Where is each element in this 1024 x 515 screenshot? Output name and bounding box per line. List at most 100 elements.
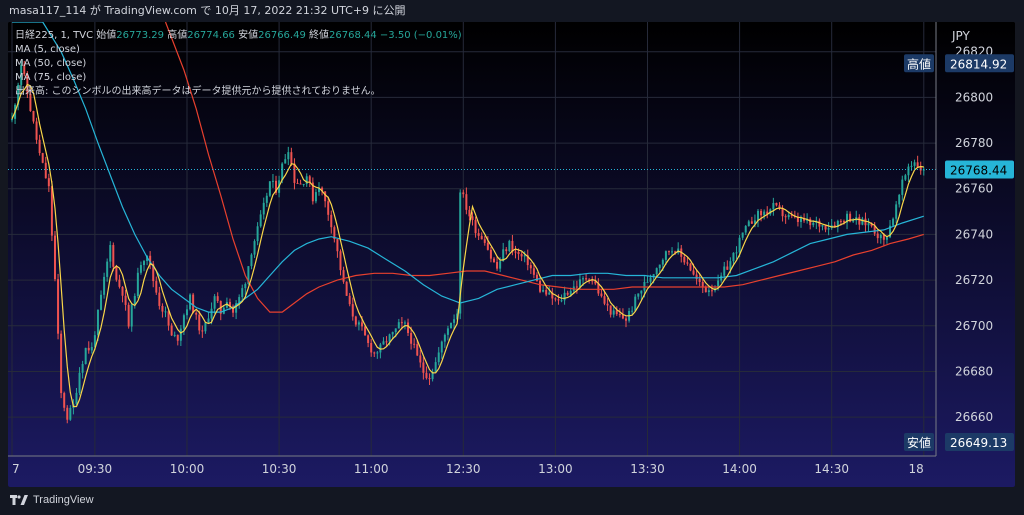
legend-ma5[interactable]: MA (5, close) — [15, 44, 80, 55]
legend-ma50[interactable]: MA (50, close) — [15, 58, 87, 69]
x-tick-label: 09:30 — [78, 462, 113, 476]
legend-high-label: 高値 — [167, 30, 188, 41]
price-chart[interactable]: JPY 266602668026700267202674026760267802… — [8, 22, 1015, 487]
candle-body — [90, 347, 93, 351]
candle-body — [290, 152, 293, 164]
candle-body — [738, 237, 741, 253]
candle-body — [173, 334, 176, 336]
candle-body — [606, 303, 609, 306]
candle-body — [440, 341, 443, 353]
candle-body — [640, 290, 643, 294]
chart-panel[interactable]: JPY 26660 26680 26700 26720 26740 26760 26780 2… — [8, 22, 1015, 487]
candle-body — [75, 392, 78, 405]
candle-body — [895, 204, 898, 219]
candle-body — [729, 261, 732, 270]
candle-body — [149, 255, 152, 264]
candle-body — [842, 221, 845, 223]
axes: JPY — [8, 22, 971, 457]
candle-body — [818, 220, 821, 227]
candle-body — [38, 139, 41, 154]
candle-body — [136, 272, 139, 296]
legend-ma75[interactable]: MA (75, close) — [15, 72, 87, 83]
candle-body — [594, 281, 597, 284]
candle-body — [919, 167, 922, 171]
candle-body — [459, 192, 462, 314]
candle-body — [827, 228, 830, 230]
candle-body — [695, 274, 698, 279]
candle-body — [244, 284, 247, 289]
candle-body — [625, 318, 627, 321]
candle-body — [308, 176, 311, 183]
candle-body — [667, 251, 670, 253]
legend-open-label: 始値 — [96, 30, 117, 41]
candle-body — [683, 256, 686, 263]
candle-body — [885, 237, 888, 240]
candle-body — [649, 277, 652, 282]
candle-body — [496, 261, 499, 269]
candle-body — [271, 180, 274, 182]
candle-body — [299, 183, 302, 185]
candle-body — [391, 332, 394, 335]
candle-body — [634, 296, 637, 311]
candle-body — [235, 303, 238, 313]
candle-body — [753, 220, 756, 224]
candle-body — [29, 93, 32, 112]
candle-body — [167, 311, 170, 326]
candle-body — [901, 179, 904, 195]
candle-body — [324, 191, 327, 202]
candle-body — [870, 223, 873, 227]
y-tick-label: 26740 — [955, 227, 993, 241]
candle-body — [898, 194, 901, 205]
candle-body — [47, 178, 50, 187]
candle-body — [400, 322, 403, 324]
candle-body — [370, 343, 373, 353]
candle-body — [824, 225, 827, 230]
candle-body — [225, 302, 228, 308]
last-price-tag-box — [945, 160, 1014, 179]
candle-body — [744, 226, 747, 233]
candle-body — [882, 234, 885, 240]
candle-body — [330, 214, 333, 228]
candle-body — [477, 233, 480, 236]
candle-body — [121, 286, 124, 296]
candle-body — [889, 225, 892, 238]
candle-body — [176, 334, 179, 341]
candle-body — [419, 355, 422, 363]
tradingview-logo[interactable]: TradingView — [10, 494, 94, 506]
x-tick-label: 12:30 — [446, 462, 481, 476]
candle-body — [139, 265, 142, 273]
candle-body — [93, 335, 96, 348]
candle-body — [514, 251, 517, 253]
candle-body — [852, 220, 855, 222]
candle-body — [720, 275, 723, 281]
ma75-line — [164, 22, 924, 313]
candle-body — [557, 299, 560, 301]
candle-body — [864, 218, 867, 226]
candle-body — [443, 334, 446, 342]
candle-body — [434, 362, 437, 372]
candle-body — [259, 214, 262, 227]
candle-body — [609, 305, 612, 315]
candle-body — [578, 279, 581, 287]
candle-body — [44, 162, 47, 179]
candle-body — [247, 266, 250, 285]
candle-body — [560, 300, 563, 302]
candle-body — [812, 222, 815, 226]
candle-body — [133, 295, 136, 305]
candle-body — [710, 290, 713, 292]
candle-body — [517, 251, 520, 255]
candle-body — [103, 276, 106, 295]
candle-body — [213, 296, 216, 309]
candle-body — [422, 362, 425, 373]
candle-body — [364, 326, 367, 336]
candle-body — [511, 240, 514, 252]
candle-body — [922, 169, 925, 171]
candle-body — [318, 187, 320, 193]
candle-body — [416, 344, 419, 356]
y-tick-labels: 26660 26680 26700 26720 26740 26760 26780 26800… — [955, 45, 993, 424]
candle-body — [468, 209, 471, 217]
candle-body — [437, 352, 440, 363]
legend-change: −3.50 (−0.01%) — [379, 30, 462, 41]
candle-body — [462, 192, 465, 195]
chart-background — [8, 22, 1015, 487]
